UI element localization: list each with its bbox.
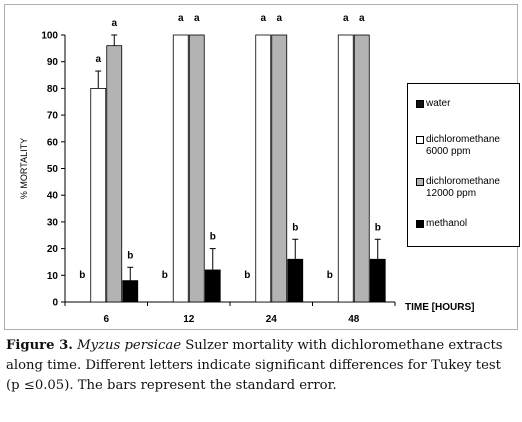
y-tick-label: 10 xyxy=(47,271,59,282)
bar xyxy=(106,45,123,303)
y-tick-label: 100 xyxy=(41,31,58,42)
y-tick-label: 70 xyxy=(47,111,59,122)
legend-label-dcm-6000: dichloromethane 6000 ppm xyxy=(426,134,522,158)
caption-label: Figure 3. xyxy=(6,338,73,353)
x-tick-label: 6 xyxy=(103,314,109,325)
significance-letter: b xyxy=(79,270,85,281)
figure-caption: Figure 3. Myzus persicae Sulzer mortalit… xyxy=(6,336,518,396)
bar xyxy=(172,34,189,303)
legend-label-water: water xyxy=(426,98,451,109)
significance-letter: b xyxy=(210,232,216,243)
legend-label-dcm-12000: dichloromethane 12000 ppm xyxy=(426,176,522,200)
legend-label-methanol: methanol xyxy=(426,218,468,229)
significance-letter: a xyxy=(276,13,282,24)
significance-letter: a xyxy=(194,13,200,24)
x-axis-label: TIME [HOURS] xyxy=(405,302,474,313)
legend-label-dcm-6000-line2: 6000 ppm xyxy=(426,146,471,157)
significance-letter: a xyxy=(178,13,184,24)
x-tick-label: 48 xyxy=(348,314,360,325)
significance-letter: a xyxy=(343,13,349,24)
figure-panel: 0 10 20 30 40 50 60 70 80 90 100 % MORTALITY 6 12 24 48… xyxy=(4,4,520,330)
bar xyxy=(255,34,272,303)
legend: water dichloromethane 6000 ppm dichlorom… xyxy=(407,83,520,247)
y-tick-label: 90 xyxy=(47,57,59,68)
y-tick-label: 60 xyxy=(47,137,59,148)
bar-chart: 0 10 20 30 40 50 60 70 80 90 100 % MORTALITY 6 12 24 48… xyxy=(19,13,474,325)
caption-species: Myzus persicae xyxy=(77,338,182,353)
bar xyxy=(188,34,205,303)
legend-label-dcm-12000-line2: 12000 ppm xyxy=(426,188,477,199)
legend-label-dcm-6000-line1: dichloromethane xyxy=(426,134,500,145)
significance-letter: b xyxy=(327,270,333,281)
bar xyxy=(353,34,370,303)
y-tick-label: 50 xyxy=(47,164,59,175)
x-tick-label: 24 xyxy=(266,314,278,325)
bar xyxy=(271,34,288,303)
legend-swatch-dcm-6000 xyxy=(416,136,424,144)
significance-letter: a xyxy=(95,54,101,65)
y-tick-label: 0 xyxy=(52,298,58,309)
significance-letter: b xyxy=(375,222,381,233)
significance-letter: b xyxy=(244,270,250,281)
y-tick-label: 20 xyxy=(47,244,59,255)
bar xyxy=(337,34,354,303)
significance-letter: a xyxy=(111,18,117,29)
x-tick-label: 12 xyxy=(183,314,195,325)
y-tick-label: 30 xyxy=(47,217,59,228)
legend-swatch-dcm-12000 xyxy=(416,178,424,186)
legend-label-dcm-12000-line1: dichloromethane xyxy=(426,176,500,187)
y-tick-label: 40 xyxy=(47,191,59,202)
bar xyxy=(369,258,386,303)
bar xyxy=(90,88,107,303)
significance-letter: b xyxy=(162,270,168,281)
y-axis-label: % MORTALITY xyxy=(19,138,29,199)
bar xyxy=(122,280,139,303)
bar xyxy=(287,258,304,303)
bar xyxy=(204,269,221,303)
significance-letter: b xyxy=(292,222,298,233)
significance-letter: a xyxy=(359,13,365,24)
y-tick-label: 80 xyxy=(47,84,59,95)
significance-letter: a xyxy=(260,13,266,24)
legend-swatch-methanol xyxy=(416,220,424,228)
caption-text: Sulzer mortality with dichloromethane ex… xyxy=(6,338,503,393)
significance-letter: b xyxy=(127,250,133,261)
legend-swatch-water xyxy=(416,100,424,108)
